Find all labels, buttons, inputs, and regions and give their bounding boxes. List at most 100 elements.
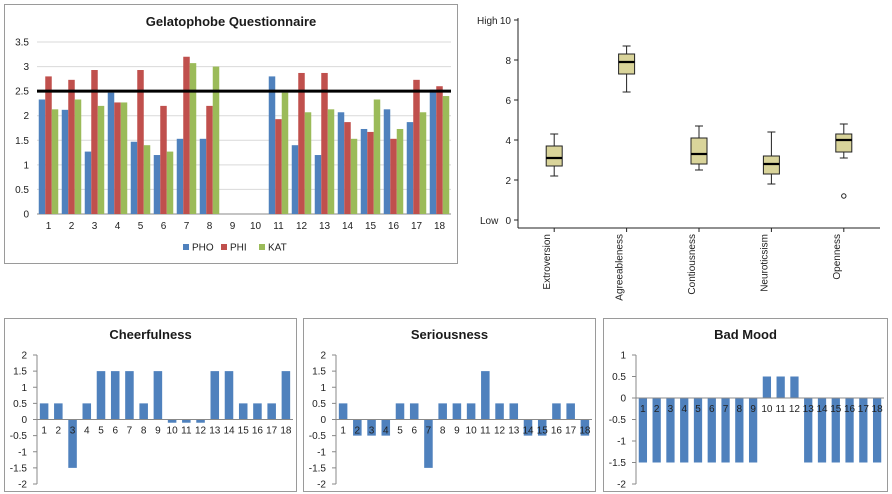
x-tick-label: 4 xyxy=(681,404,687,415)
x-tick-label: 13 xyxy=(209,426,221,437)
gelatophobe-chart: 00.511.522.533.51 2 3 4 5 6 7 8 9 10 11 12 13 14 15 16 1… xyxy=(15,38,451,254)
x-tick-label: 11 xyxy=(273,221,284,232)
y-tick-label: 1 xyxy=(620,351,626,362)
x-tick-label: 14 xyxy=(816,404,828,415)
y-tick-label: 1 xyxy=(23,160,29,171)
bar xyxy=(267,403,276,420)
x-tick-label: 4 xyxy=(115,221,121,232)
x-tick-label: 18 xyxy=(872,404,884,415)
y-tick-label: -1 xyxy=(617,437,626,448)
y-tick-label: -0.5 xyxy=(309,431,327,442)
x-tick-label: 10 xyxy=(250,221,262,232)
bar-kat xyxy=(327,109,335,214)
bar-pho xyxy=(199,138,207,214)
x-tick-label: 8 xyxy=(207,221,213,232)
bar-phi xyxy=(367,131,374,214)
x-tick-label: 1 xyxy=(41,426,47,437)
chart-title: Gelatophobe Questionnaire xyxy=(145,14,317,29)
bar-kat xyxy=(419,112,427,214)
bar xyxy=(167,419,177,423)
y-tick-label: 6 xyxy=(505,96,511,107)
x-tick-label: 17 xyxy=(565,426,577,437)
bar-pho xyxy=(360,128,368,214)
legend-label-phi: PHI xyxy=(230,243,247,254)
badmood-chart: -2-1.5-1-0.500.511 2 3 4 5 6 7 8 9 10 11 12 13 14 15 16… xyxy=(609,351,884,491)
y-tick-label: 1.5 xyxy=(312,367,326,378)
bar-kat xyxy=(350,138,358,214)
x-tick-label: 3 xyxy=(70,426,76,437)
y-tick-label: -1.5 xyxy=(10,463,28,474)
x-tick-label: 9 xyxy=(230,221,236,232)
bar-kat xyxy=(120,102,128,214)
chart-title: Cheerfulness xyxy=(109,327,192,342)
x-tick-label: Contiousness xyxy=(687,234,698,295)
bar-phi xyxy=(344,122,351,214)
y-tick-label: -1.5 xyxy=(609,458,627,469)
x-tick-label: 11 xyxy=(181,426,192,437)
bar xyxy=(790,376,799,398)
bar-kat xyxy=(74,99,82,214)
y-tick-label: 0.5 xyxy=(612,372,626,383)
x-tick-label: 15 xyxy=(537,426,549,437)
badmood-chart-panel: Bad Mood -2 -1.5 -1 -0.5 0 0.5 1 1 2 3 4 5 6 7 8 9 10 11 1… xyxy=(603,318,888,492)
legend-swatch-kat xyxy=(259,244,265,250)
bar xyxy=(652,398,661,463)
bar-pho xyxy=(153,155,161,214)
x-tick-label: 2 xyxy=(69,221,75,232)
bar xyxy=(54,403,63,420)
bar xyxy=(139,403,148,420)
y-tick-label: 1.5 xyxy=(15,136,29,147)
bar xyxy=(224,371,234,420)
bar-pho xyxy=(314,155,322,214)
box xyxy=(690,137,708,165)
x-tick-label: 11 xyxy=(775,404,786,415)
bar xyxy=(509,403,519,420)
x-tick-label: 5 xyxy=(695,404,701,415)
x-tick-label: 10 xyxy=(466,426,478,437)
x-tick-label: 8 xyxy=(737,404,743,415)
x-tick-label: Extroversion xyxy=(542,234,553,290)
bar xyxy=(367,419,376,436)
bar-kat xyxy=(97,105,105,214)
bar-pho xyxy=(429,89,437,214)
bar xyxy=(409,403,419,420)
cheerfulness-chart-panel: Cheerfulness -2 -1.5 -1 -0.5 0 0.5 1 1.5 2 1 2 3 4 5 6… xyxy=(4,318,297,492)
y-tick-label: 0.5 xyxy=(312,399,326,410)
bar xyxy=(253,403,262,420)
x-tick-label: 7 xyxy=(426,426,432,437)
y-tick-label: 3 xyxy=(23,62,29,73)
y-tick-label: 1 xyxy=(21,383,27,394)
bar xyxy=(238,403,248,420)
bar-pho xyxy=(406,122,414,214)
x-tick-label: 7 xyxy=(184,221,190,232)
bar xyxy=(566,403,575,420)
x-tick-label: 4 xyxy=(84,426,90,437)
y-tick-label: 0 xyxy=(23,210,29,221)
x-tick-label: 6 xyxy=(709,404,715,415)
x-tick-label: 18 xyxy=(579,426,591,437)
bar-kat xyxy=(396,128,404,214)
x-tick-label: 12 xyxy=(296,221,308,232)
y-tick-label: -2 xyxy=(317,480,326,491)
bar xyxy=(196,419,205,423)
y-tick-label: -0.5 xyxy=(10,431,28,442)
x-tick-label: 6 xyxy=(161,221,167,232)
bar xyxy=(748,398,758,463)
gelatophobe-chart-panel: Gelatophobe Questionnaire 0 0.5 1 1.5 2 2.5 3 3… xyxy=(4,4,458,264)
bar-phi xyxy=(206,105,213,214)
x-tick-label: 14 xyxy=(522,426,534,437)
bar-phi xyxy=(91,70,98,214)
cheerfulness-chart: -2-1.5-1-0.500.511.521 2 3 4 5 6 7 8 9 10 11 12 13 14… xyxy=(10,351,293,491)
bar xyxy=(495,403,504,420)
bar xyxy=(872,398,882,463)
x-tick-label: 14 xyxy=(223,426,235,437)
bar xyxy=(153,371,163,420)
bar xyxy=(721,398,730,463)
x-tick-label: 14 xyxy=(342,221,354,232)
x-tick-label: 2 xyxy=(56,426,62,437)
bar xyxy=(281,371,291,420)
bar xyxy=(638,398,648,463)
x-tick-label: 1 xyxy=(46,221,52,232)
bar xyxy=(804,398,813,463)
bar-pho xyxy=(337,112,345,214)
